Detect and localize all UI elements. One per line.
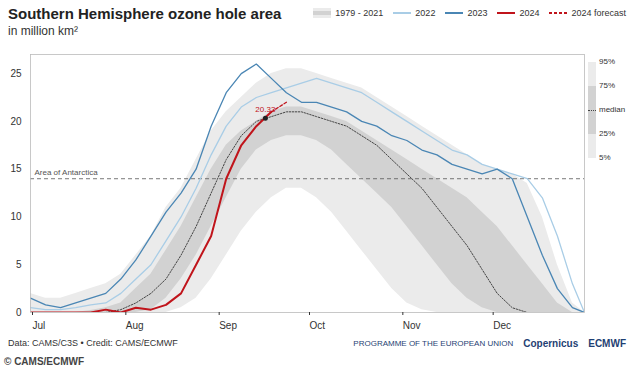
html-text:Southern Hemisphere ozone hole: Southern Hemisphere ozone hole area [8, 5, 282, 22]
html-text:1979 - 2021: 1979 - 2021 [335, 8, 384, 18]
html-text:PROGRAMME OF THE EUROPEAN UNIO: PROGRAMME OF THE EUROPEAN UNION [353, 339, 514, 348]
html-text:2022: 2022 [415, 8, 436, 18]
html-text:5%: 5% [599, 153, 611, 162]
html-text:Data: CAMS/C3S • Credit: CAMS/: Data: CAMS/C3S • Credit: CAMS/ECMWF [8, 338, 178, 348]
svg-text:0: 0 [16, 307, 22, 318]
svg-text:20: 20 [10, 116, 22, 127]
html-text:2024 forecast: 2024 forecast [571, 8, 626, 18]
svg-text:25: 25 [10, 68, 22, 79]
svg-text:Aug: Aug [126, 320, 144, 331]
html-text:median: median [599, 105, 626, 114]
html-text:ECMWF: ECMWF [588, 338, 626, 349]
svg-text:Area of Antarctica: Area of Antarctica [35, 168, 99, 177]
svg-text:Nov: Nov [403, 320, 421, 331]
svg-text:20.33: 20.33 [255, 105, 276, 114]
svg-text:Oct: Oct [310, 320, 326, 331]
html-text:© CAMS/ECMWF: © CAMS/ECMWF [4, 356, 85, 367]
svg-text:Jul: Jul [33, 320, 46, 331]
svg-text:10: 10 [10, 211, 22, 222]
svg-text:15: 15 [10, 163, 22, 174]
html-text:2023: 2023 [467, 8, 488, 18]
svg-text:Dec: Dec [493, 320, 511, 331]
html-text:Copernicus: Copernicus [523, 338, 579, 349]
html-text:25%: 25% [599, 129, 615, 138]
html-text:75%: 75% [599, 81, 615, 90]
html-text:2024: 2024 [519, 8, 540, 18]
svg-text:Sep: Sep [219, 320, 237, 331]
html-text:in million km²: in million km² [8, 24, 78, 38]
svg-text:5: 5 [16, 259, 22, 270]
html-text:95%: 95% [599, 57, 615, 66]
